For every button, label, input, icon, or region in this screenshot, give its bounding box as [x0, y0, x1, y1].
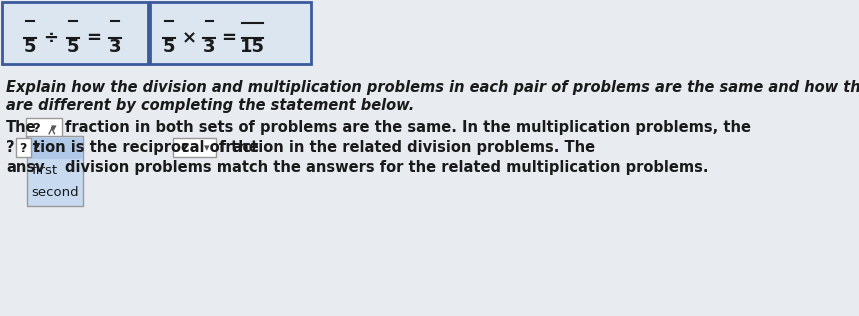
Text: fraction in the related division problems. The: fraction in the related division problem… [219, 140, 595, 155]
FancyBboxPatch shape [15, 138, 31, 157]
FancyBboxPatch shape [174, 138, 216, 157]
Text: ?: ? [32, 143, 40, 155]
Text: ▾: ▾ [204, 143, 209, 153]
Text: ?: ? [20, 142, 27, 155]
Text: Explain how the division and multiplication problems in each pair of problems ar: Explain how the division and multiplicat… [6, 80, 859, 95]
Text: =: = [86, 29, 101, 47]
Text: ▾: ▾ [52, 123, 57, 133]
Text: 5: 5 [24, 38, 36, 56]
Text: first: first [32, 165, 58, 178]
Text: 15: 15 [241, 38, 265, 56]
Text: 5: 5 [162, 38, 175, 56]
Text: ÷: ÷ [44, 29, 58, 47]
Text: fraction in both sets of problems are the same. In the multiplication problems, : fraction in both sets of problems are th… [64, 120, 751, 135]
Text: The: The [6, 120, 37, 135]
Text: 5: 5 [66, 38, 79, 56]
Text: ?: ? [32, 121, 40, 135]
FancyBboxPatch shape [27, 138, 82, 159]
FancyBboxPatch shape [150, 2, 311, 64]
Text: ×: × [181, 29, 197, 47]
FancyBboxPatch shape [27, 136, 83, 206]
Text: are different by completing the statement below.: are different by completing the statemen… [6, 98, 414, 113]
Text: tion is the reciprocal of the: tion is the reciprocal of the [33, 140, 259, 155]
Text: ansv: ansv [6, 160, 45, 175]
Text: ?: ? [180, 142, 188, 155]
Text: =: = [222, 29, 236, 47]
Text: division problems match the answers for the related multiplication problems.: division problems match the answers for … [64, 160, 708, 175]
FancyBboxPatch shape [2, 2, 148, 64]
FancyBboxPatch shape [27, 118, 62, 137]
Text: 3: 3 [108, 38, 121, 56]
Text: ?: ? [6, 140, 15, 155]
Text: second: second [32, 186, 79, 199]
Text: 3: 3 [203, 38, 216, 56]
